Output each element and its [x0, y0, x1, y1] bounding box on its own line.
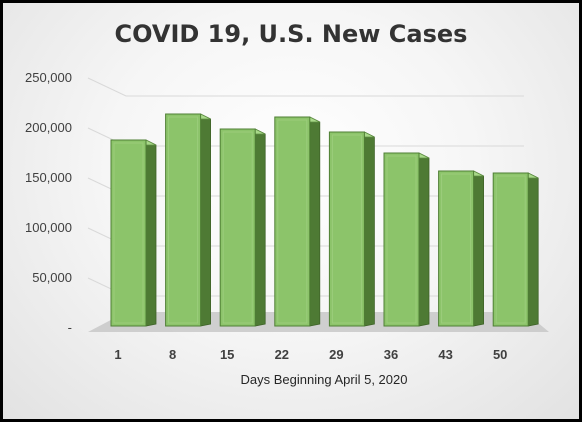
- x-tick-label: 15: [220, 347, 234, 362]
- bar-front: [165, 113, 202, 327]
- x-axis-label: Days Beginning April 5, 2020: [241, 372, 408, 387]
- bars: [110, 113, 539, 327]
- bar: [274, 116, 321, 327]
- y-tick-label: 50,000: [32, 270, 72, 285]
- y-axis: - 50,000 100,000 150,000 200,000 250,000: [25, 70, 72, 335]
- x-tick-label: 1: [114, 347, 121, 362]
- bar-side: [309, 116, 321, 327]
- x-tick-label: 22: [275, 347, 289, 362]
- bar: [219, 128, 266, 327]
- gridline: [87, 77, 524, 97]
- bar-highlight: [331, 134, 362, 324]
- bar-side: [145, 139, 157, 327]
- y-tick-label: -: [68, 320, 72, 335]
- bar: [383, 152, 430, 327]
- bar-highlight: [386, 155, 417, 324]
- bar-front: [110, 139, 147, 327]
- y-tick-label: 150,000: [25, 170, 72, 185]
- bar-side: [473, 170, 485, 327]
- bar: [492, 172, 539, 327]
- y-tick-label: 250,000: [25, 70, 72, 85]
- x-tick-label: 29: [329, 347, 343, 362]
- bar-front: [383, 152, 420, 327]
- x-tick-label: 36: [384, 347, 398, 362]
- bar-front: [438, 170, 475, 327]
- x-tick-label: 43: [438, 347, 452, 362]
- bar: [438, 170, 485, 327]
- bar-highlight: [168, 116, 199, 324]
- bar-front: [328, 131, 365, 327]
- bar-highlight: [277, 119, 308, 324]
- bar-highlight: [222, 131, 253, 324]
- bar-side: [200, 113, 212, 327]
- bar-side: [418, 152, 430, 327]
- y-tick-label: 200,000: [25, 120, 72, 135]
- bar-highlight: [113, 142, 144, 324]
- bar-side: [363, 131, 375, 327]
- bar-side: [254, 128, 266, 327]
- bar-highlight: [441, 173, 472, 324]
- y-tick-label: 100,000: [25, 220, 72, 235]
- bar-highlight: [495, 175, 526, 324]
- bar: [328, 131, 375, 327]
- bar: [165, 113, 212, 327]
- bar-front: [492, 172, 529, 327]
- x-tick-label: 8: [169, 347, 176, 362]
- chart-title: COVID 19, U.S. New Cases: [114, 20, 468, 48]
- x-axis: 1 8 15 22 29 36 43 50: [114, 347, 507, 362]
- x-tick-label: 50: [493, 347, 507, 362]
- bar-front: [274, 116, 311, 327]
- bar-side: [527, 172, 539, 327]
- bar: [110, 139, 157, 327]
- bar-front: [219, 128, 256, 327]
